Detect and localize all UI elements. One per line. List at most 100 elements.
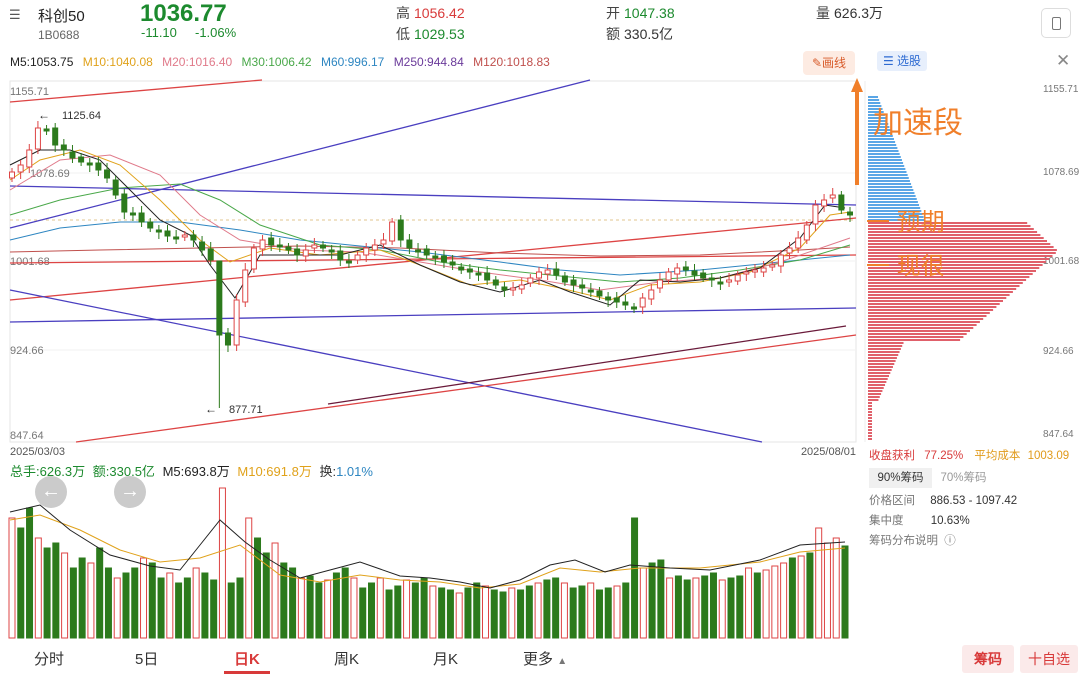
draw-line-button[interactable]: ✎画线 — [803, 51, 855, 75]
chip-bar — [868, 438, 872, 440]
chip-bar — [868, 234, 1041, 236]
candle-body — [173, 236, 180, 240]
trendline — [9, 289, 763, 443]
chip-bar — [868, 189, 914, 191]
volume-bar — [604, 587, 612, 639]
tab-daily-k[interactable]: 日K — [234, 651, 260, 668]
volume-bar — [376, 577, 384, 639]
chip-bar — [868, 420, 872, 422]
chip-bar — [868, 204, 920, 206]
volume-bar — [96, 547, 104, 639]
tab-monthly-k[interactable]: 月K — [433, 651, 459, 668]
chip-help-row[interactable]: 筹码分布说明 ⓘ — [869, 535, 956, 547]
chip-bar — [868, 411, 872, 413]
volume-chart[interactable] — [0, 478, 860, 643]
help-circle-icon[interactable]: ⓘ — [944, 535, 956, 547]
candle-body — [147, 221, 154, 229]
chip-bar — [868, 327, 974, 329]
tab-more[interactable]: 更多 ▲ — [523, 651, 568, 668]
chip-bar — [868, 315, 987, 317]
volume-ma5: M5:693.8万 — [162, 464, 230, 479]
chip-bar — [868, 240, 1047, 242]
hand-annotations: 加速段 一 预期 一 现很 — [851, 78, 963, 280]
chip-bar — [868, 375, 889, 377]
left-tick: 924.66 — [10, 345, 44, 357]
add-favorite-button[interactable]: 十自选 — [1020, 645, 1078, 673]
chip-bar — [868, 168, 906, 170]
volume-bar — [569, 587, 577, 639]
candlestick-chart[interactable]: 1155.71 1078.69 1001.68 924.66 847.64 11… — [0, 75, 1080, 460]
tab-intraday[interactable]: 分时 — [34, 651, 65, 668]
chip-bar — [868, 165, 905, 167]
volume-bar — [17, 527, 25, 639]
chip-bar — [868, 366, 893, 368]
chip-bar — [868, 285, 1020, 287]
candle-body — [803, 224, 810, 241]
volume-bar — [771, 565, 779, 639]
chip-bar — [868, 153, 900, 155]
chip-bar — [868, 348, 901, 350]
candle-body — [415, 249, 422, 253]
candle-body — [60, 144, 67, 151]
index-name: 科创50 — [38, 8, 85, 25]
candle-body — [579, 284, 586, 289]
candle-body — [829, 194, 836, 199]
tab-chip-70[interactable]: 70%筹码 — [940, 472, 987, 484]
high-marker-arrow: ← — [38, 108, 50, 122]
chip-bar — [868, 225, 1031, 227]
candle-body — [17, 164, 24, 173]
turnover-label: 换: — [319, 464, 337, 479]
chip-bar — [868, 192, 915, 194]
candle-body — [596, 290, 603, 297]
volume-bar — [350, 577, 358, 639]
chip-stats-panel: 收盘获利 77.25% 平均成本 1003.09 90%筹码 70%筹码 价格区… — [866, 444, 1080, 644]
candle-body — [43, 128, 50, 132]
candle-body — [121, 193, 128, 213]
candle-body — [389, 221, 396, 242]
chip-bar — [868, 393, 882, 395]
volume-bar — [192, 567, 200, 639]
volume-bar — [104, 567, 112, 639]
candle-body — [95, 162, 102, 171]
volume-bar — [315, 582, 323, 639]
trendline — [9, 217, 857, 301]
stock-picker-button[interactable]: ☰ 选股 — [877, 51, 927, 71]
volume-bar — [332, 572, 340, 639]
menu-icon[interactable]: ☰ — [9, 7, 21, 22]
chip-bar — [868, 261, 1046, 263]
candle-body — [449, 261, 456, 266]
close-icon[interactable]: ✕ — [1056, 51, 1071, 70]
candle-body — [544, 269, 551, 275]
active-tab-underline — [224, 671, 270, 674]
chip-bar — [868, 213, 923, 215]
price-change-pct: -1.06% — [195, 25, 237, 40]
chip-button[interactable]: 筹码 — [962, 645, 1014, 673]
candle-body — [466, 268, 473, 273]
volume-bar — [481, 585, 489, 639]
tab-chip-90[interactable]: 90%筹码 — [869, 468, 932, 488]
phone-icon[interactable] — [1041, 8, 1071, 38]
scroll-left-button[interactable]: ← — [35, 476, 67, 508]
chip-bar — [868, 117, 886, 119]
chip-bar — [868, 357, 897, 359]
candle-body — [847, 211, 853, 216]
trendline — [75, 334, 857, 443]
tab-5day[interactable]: 5日 — [135, 651, 159, 668]
volume-bar — [578, 585, 586, 639]
volume-bar — [140, 557, 148, 639]
volume-bar — [832, 537, 840, 639]
volume-bar — [718, 579, 726, 639]
scroll-right-button[interactable]: → — [114, 476, 146, 508]
candle-body — [527, 277, 534, 284]
volume-bar — [420, 577, 428, 639]
chip-bar — [868, 135, 893, 137]
left-tick: 1155.71 — [10, 86, 49, 98]
volume-bar — [166, 572, 174, 639]
candle-body — [181, 234, 188, 238]
tab-weekly-k[interactable]: 周K — [334, 651, 360, 668]
chip-bar — [868, 351, 900, 353]
chip-bar — [868, 435, 872, 437]
candle-body — [475, 272, 482, 276]
candle-body — [726, 279, 733, 283]
chip-bar — [868, 156, 901, 158]
